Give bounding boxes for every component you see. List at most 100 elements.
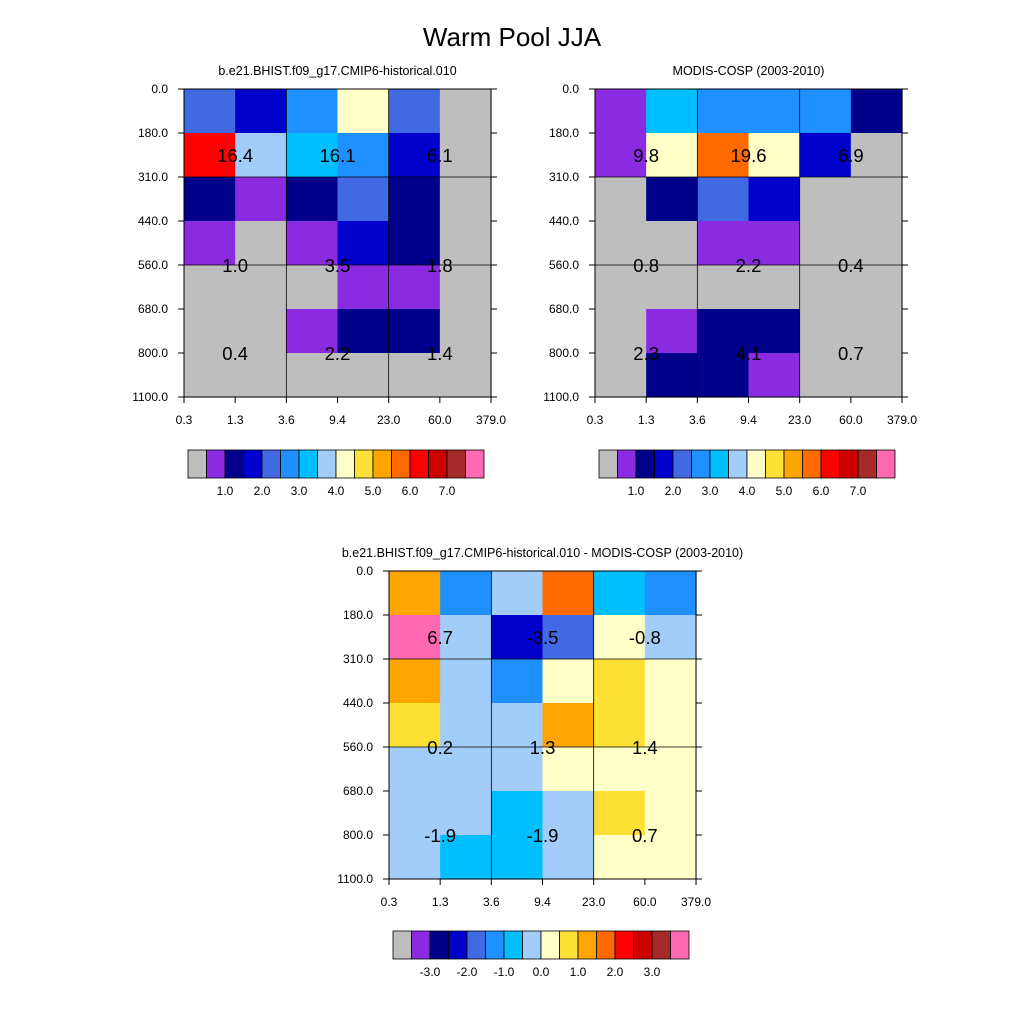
heatmap-cell: [644, 615, 697, 660]
box-value-label: 1.3: [530, 737, 556, 758]
heatmap-cell: [491, 703, 544, 748]
colorbar-label: -2.0: [457, 965, 478, 979]
heatmap-cell: [646, 353, 698, 398]
box-value-label: -0.8: [629, 627, 661, 648]
box-value-label: 2.3: [633, 343, 659, 364]
colorbar-box: [411, 930, 431, 960]
panel-title: b.e21.BHIST.f09_g17.CMIP6-historical.010…: [342, 546, 743, 560]
x-tick-label: 1.3: [227, 413, 244, 427]
colorbar-box: [372, 449, 392, 479]
heatmap-cell: [440, 703, 492, 748]
heatmap-cell: [593, 659, 646, 704]
colorbar-box: [857, 449, 877, 479]
heatmap-cell: [542, 791, 595, 836]
heatmap-cell: [542, 703, 595, 748]
y-tick-label: 310.0: [138, 170, 168, 184]
colorbar-box: [540, 930, 560, 960]
heatmap-cell: [799, 265, 852, 310]
x-tick-label: 9.4: [534, 895, 551, 909]
heatmap-cell: [388, 89, 441, 134]
heatmap-cell: [697, 353, 750, 398]
heatmap-cell: [337, 309, 390, 354]
colorbar-label: 6.0: [402, 484, 419, 498]
x-tick-label: 379.0: [476, 413, 506, 427]
box-value-label: 1.0: [222, 255, 248, 276]
x-tick-label: 9.4: [329, 413, 346, 427]
heatmap-cell: [184, 89, 236, 134]
heatmap-cell: [439, 309, 492, 354]
y-tick-label: 180.0: [343, 608, 373, 622]
y-tick-label: 680.0: [138, 302, 168, 316]
box-value-label: 0.8: [633, 255, 659, 276]
colorbar-box: [409, 449, 429, 479]
x-tick-label: 60.0: [633, 895, 657, 909]
colorbar-label: 7.0: [850, 484, 867, 498]
colorbar-label: 5.0: [776, 484, 793, 498]
colorbar-box: [654, 449, 674, 479]
colorbar-box: [691, 449, 711, 479]
box-value-label: 1.4: [427, 343, 453, 364]
heatmap-cell: [337, 265, 390, 310]
colorbar-label: -1.0: [494, 965, 515, 979]
heatmap-cell: [440, 659, 492, 704]
box-value-label: 1.4: [632, 737, 658, 758]
heatmap-cell: [389, 615, 441, 660]
y-tick-label: 1100.0: [543, 390, 579, 404]
heatmap-cell: [286, 221, 339, 266]
heatmap-cell: [337, 177, 390, 222]
y-tick-label: 440.0: [138, 214, 168, 228]
colorbar-box: [820, 449, 840, 479]
y-tick-label: 0.0: [562, 82, 579, 96]
y-tick-label: 560.0: [549, 258, 579, 272]
colorbar-label: 1.0: [217, 484, 234, 498]
heatmap-cell: [644, 747, 697, 792]
heatmap-cell: [748, 309, 801, 354]
box-value-label: 16.4: [217, 145, 253, 166]
box-value-label: -1.9: [527, 825, 559, 846]
heatmap-cell: [286, 309, 339, 354]
box-value-label: 6.1: [427, 145, 453, 166]
y-tick-label: 440.0: [343, 696, 373, 710]
colorbar-box: [672, 449, 692, 479]
y-tick-label: 560.0: [138, 258, 168, 272]
box-value-label: 9.8: [633, 145, 659, 166]
heatmap-cell: [542, 747, 595, 792]
heatmap-cell: [184, 221, 236, 266]
y-tick-label: 310.0: [549, 170, 579, 184]
box-value-label: 16.1: [320, 145, 356, 166]
panel-model: b.e21.BHIST.f09_g17.CMIP6-historical.010…: [132, 64, 506, 498]
box-value-label: 0.7: [632, 825, 658, 846]
heatmap-cell: [235, 309, 287, 354]
y-tick-label: 800.0: [138, 346, 168, 360]
colorbar-box: [651, 930, 671, 960]
x-tick-label: 3.6: [689, 413, 706, 427]
heatmap-cell: [850, 353, 903, 398]
heatmap-cell: [593, 703, 646, 748]
box-value-label: 3.5: [325, 255, 351, 276]
colorbar-box: [633, 930, 653, 960]
colorbar-label: 7.0: [439, 484, 456, 498]
x-tick-label: 379.0: [887, 413, 917, 427]
x-tick-label: 60.0: [428, 413, 452, 427]
heatmap-cell: [850, 265, 903, 310]
colorbar-box: [206, 449, 226, 479]
box-value-label: 2.2: [325, 343, 351, 364]
x-tick-label: 9.4: [740, 413, 757, 427]
colorbar-box: [428, 449, 448, 479]
heatmap-cell: [235, 221, 287, 266]
heatmap-cell: [595, 265, 647, 310]
box-value-label: 0.4: [222, 343, 248, 364]
y-tick-label: 1100.0: [337, 872, 373, 886]
heatmap-cell: [748, 177, 801, 222]
colorbar-missing-box: [598, 449, 618, 479]
colorbar-box: [446, 449, 466, 479]
colorbar-box: [503, 930, 523, 960]
heatmap-cell: [799, 353, 852, 398]
colorbar-box: [466, 930, 486, 960]
heatmap-cell: [595, 89, 647, 134]
heatmap-cell: [184, 133, 236, 178]
colorbar-box: [783, 449, 803, 479]
heatmap-cell: [646, 177, 698, 222]
box-value-label: -3.5: [527, 627, 559, 648]
heatmap-cell: [235, 265, 287, 310]
